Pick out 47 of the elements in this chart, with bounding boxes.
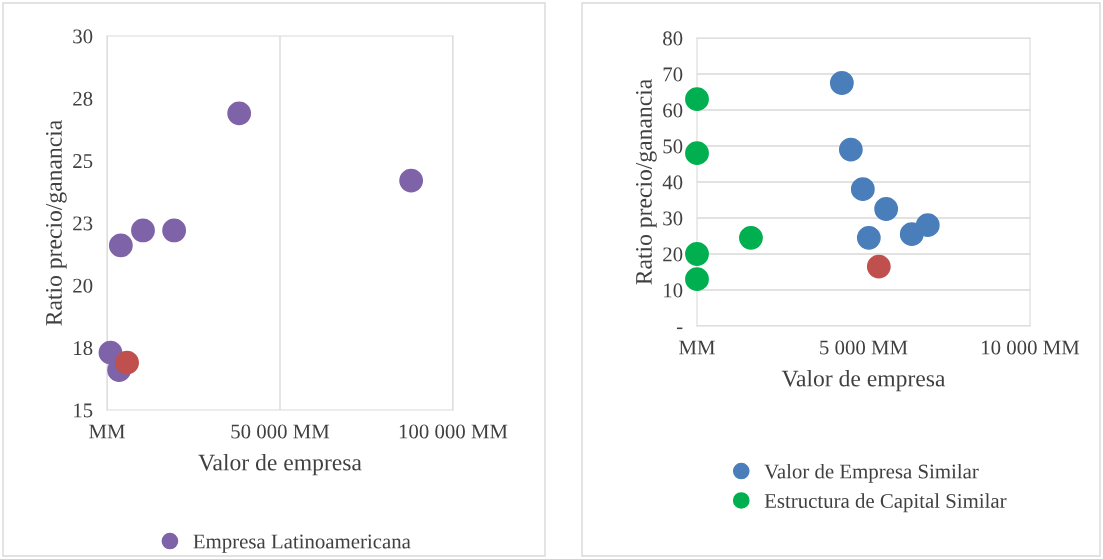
- point: [162, 218, 187, 243]
- point: [739, 225, 763, 250]
- x-axis-title: Valor de empresa: [781, 369, 946, 392]
- x-tick-label: MM: [89, 424, 125, 439]
- point: [227, 101, 252, 126]
- x-tick-label: 50 000 MM: [231, 424, 330, 439]
- y-tick-label: 20: [663, 247, 683, 262]
- x-tick-label: 100 000 MM: [399, 424, 508, 439]
- x-tick-label: 5 000 MM: [820, 340, 908, 355]
- y-tick-label: 20: [73, 278, 93, 293]
- point: [399, 168, 424, 193]
- legend-label: Valor de Empresa Similar: [764, 463, 979, 483]
- x-tick-label: MM: [679, 340, 715, 355]
- y-tick-label: -: [676, 327, 683, 330]
- y-tick-label: 30: [73, 29, 93, 44]
- y-tick-label: 70: [663, 67, 683, 82]
- point: [829, 71, 854, 95]
- y-tick-label: 80: [663, 31, 683, 46]
- y-tick-label: 60: [663, 103, 683, 118]
- point: [915, 213, 940, 238]
- x-axis-title: Valor de empresa: [198, 453, 362, 476]
- point: [131, 218, 155, 243]
- point: [685, 141, 709, 166]
- y-tick-label: 40: [662, 175, 683, 190]
- y-tick-label: 50: [663, 139, 683, 154]
- point: [856, 225, 881, 250]
- y-tick-label: 28: [73, 91, 93, 106]
- y-tick-label: 10: [664, 283, 683, 298]
- point: [874, 197, 899, 221]
- point: [108, 233, 133, 258]
- point: [685, 242, 709, 266]
- point: [115, 350, 139, 375]
- y-tick-label: 15: [74, 403, 93, 418]
- x-tick-label: 10 000 MM: [982, 340, 1080, 355]
- point: [685, 267, 709, 292]
- y-tick-label: 23: [73, 216, 93, 231]
- point: [850, 177, 875, 202]
- point: [685, 87, 709, 112]
- point: [866, 254, 891, 279]
- point: [838, 137, 863, 162]
- y-tick-label: 18: [74, 341, 93, 356]
- y-tick-label: 25: [73, 154, 93, 169]
- y-axis-title: Ratio precio/ganancia: [45, 120, 67, 326]
- legend-label: Estructura de Capital Similar: [764, 493, 1007, 513]
- y-tick-label: 30: [663, 211, 683, 226]
- legend-label: Empresa Latinoamericana: [193, 534, 411, 553]
- y-axis-title: Ratio precio/ganancia: [635, 79, 657, 285]
